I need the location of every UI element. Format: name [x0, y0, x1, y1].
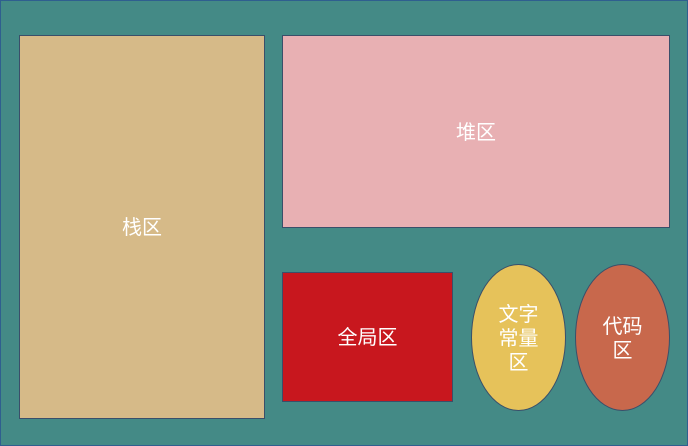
- code-region: 代码 区: [575, 264, 670, 411]
- global-region: 全局区: [282, 272, 453, 402]
- stack-region-label: 栈区: [122, 215, 162, 239]
- heap-region-label: 堆区: [456, 119, 496, 144]
- stack-region: 栈区: [19, 35, 265, 419]
- global-region-label: 全局区: [337, 325, 398, 349]
- literal-constant-region-label: 文字 常量 区: [498, 301, 539, 374]
- heap-region: 堆区: [282, 35, 670, 228]
- code-region-label: 代码 区: [602, 313, 643, 362]
- literal-constant-region: 文字 常量 区: [471, 264, 566, 411]
